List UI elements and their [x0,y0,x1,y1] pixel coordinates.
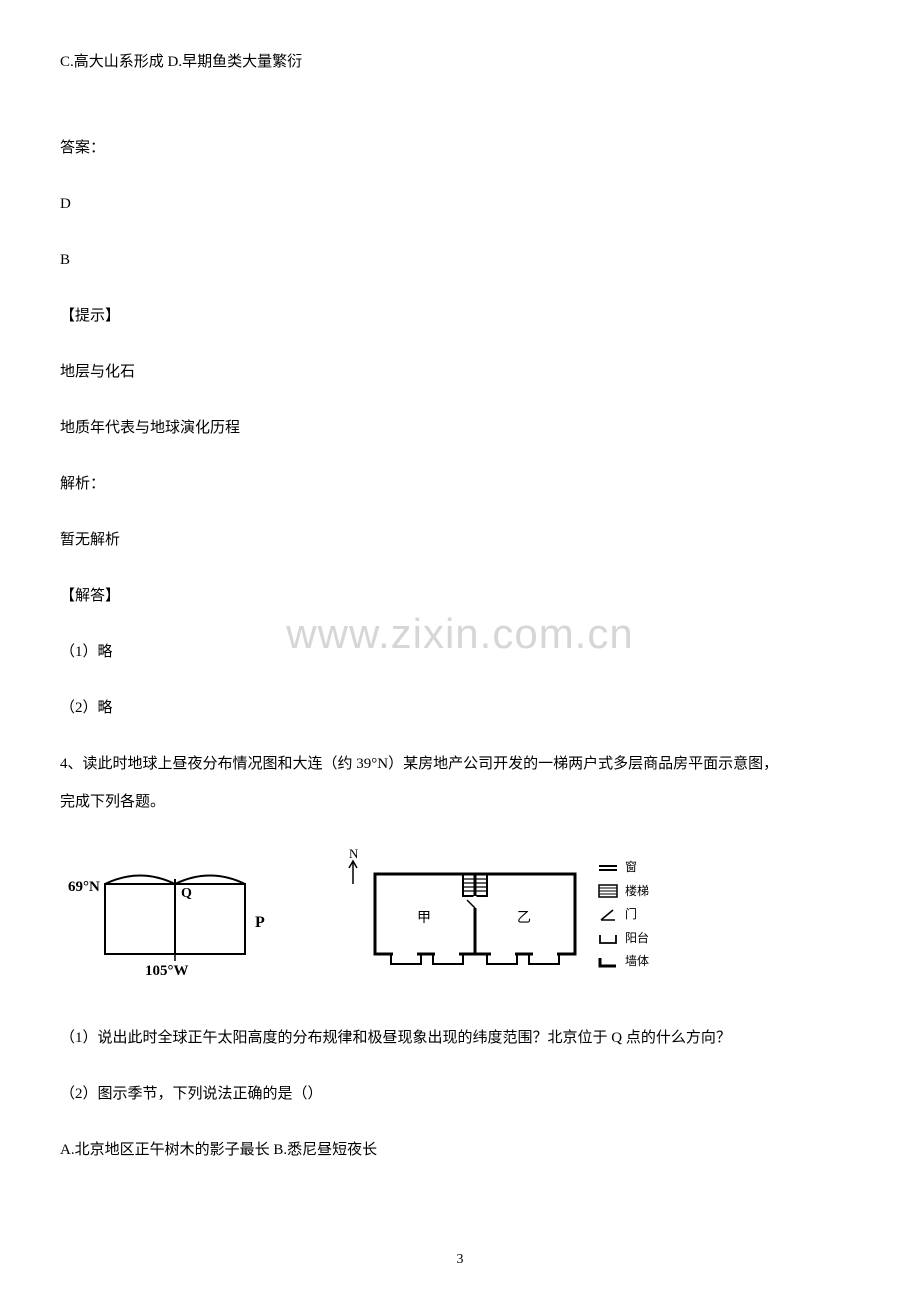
document-body: C.高大山系形成 D.早期鱼类大量繁衍 答案： D B 【提示】 地层与化石 地… [0,0,920,1162]
legend-stairs: 楼梯 [597,881,649,903]
answer-b: B [60,248,860,272]
hint-1: 地层与化石 [60,360,860,384]
lat-label: 69°N [68,879,100,895]
analysis-label: 解析： [60,472,860,496]
hint-label: 【提示】 [60,304,860,328]
figure-day-night: 69°N Q P 105°W [60,849,275,984]
legend-balcony-label: 阳台 [625,928,649,950]
solve-2: （2）略 [60,696,860,720]
page-number: 3 [457,1252,464,1268]
q4-sub2: （2）图示季节，下列说法正确的是（） [60,1082,860,1106]
lon-label: 105°W [145,963,189,979]
figure-floorplan: N 甲 [335,846,585,986]
floorplan-legend: 窗 楼梯 门 阳台 墙体 [597,857,649,975]
legend-door-label: 门 [625,904,637,926]
legend-window: 窗 [597,857,649,879]
legend-balcony: 阳台 [597,928,649,950]
legend-stairs-label: 楼梯 [625,881,649,903]
legend-wall: 墙体 [597,951,649,973]
solve-label: 【解答】 [60,584,860,608]
north-label: N [349,846,359,861]
figures-row: 69°N Q P 105°W N [60,846,860,986]
q4-line2: 完成下列各题。 [60,790,860,814]
legend-wall-label: 墙体 [625,951,649,973]
legend-door: 门 [597,904,649,926]
analysis-none: 暂无解析 [60,528,860,552]
answer-d: D [60,192,860,216]
q4-line1: 4、读此时地球上昼夜分布情况图和大连（约 39°N）某房地产公司开发的一梯两户式… [60,752,860,776]
q4-sub1: （1）说出此时全球正午太阳高度的分布规律和极昼现象出现的纬度范围？北京位于 Q … [60,1026,860,1050]
figure-floorplan-wrap: N 甲 [335,846,649,986]
q-label: Q [181,886,192,901]
p-label: P [255,914,265,931]
room-right-label: 乙 [517,910,531,926]
solve-1: （1）略 [60,640,860,664]
legend-window-label: 窗 [625,857,637,879]
room-left-label: 甲 [417,911,431,926]
option-line-cd: C.高大山系形成 D.早期鱼类大量繁衍 [60,50,860,74]
q4-option-ab: A.北京地区正午树木的影子最长 B.悉尼昼短夜长 [60,1138,860,1162]
answer-label: 答案： [60,136,860,160]
hint-2: 地质年代表与地球演化历程 [60,416,860,440]
